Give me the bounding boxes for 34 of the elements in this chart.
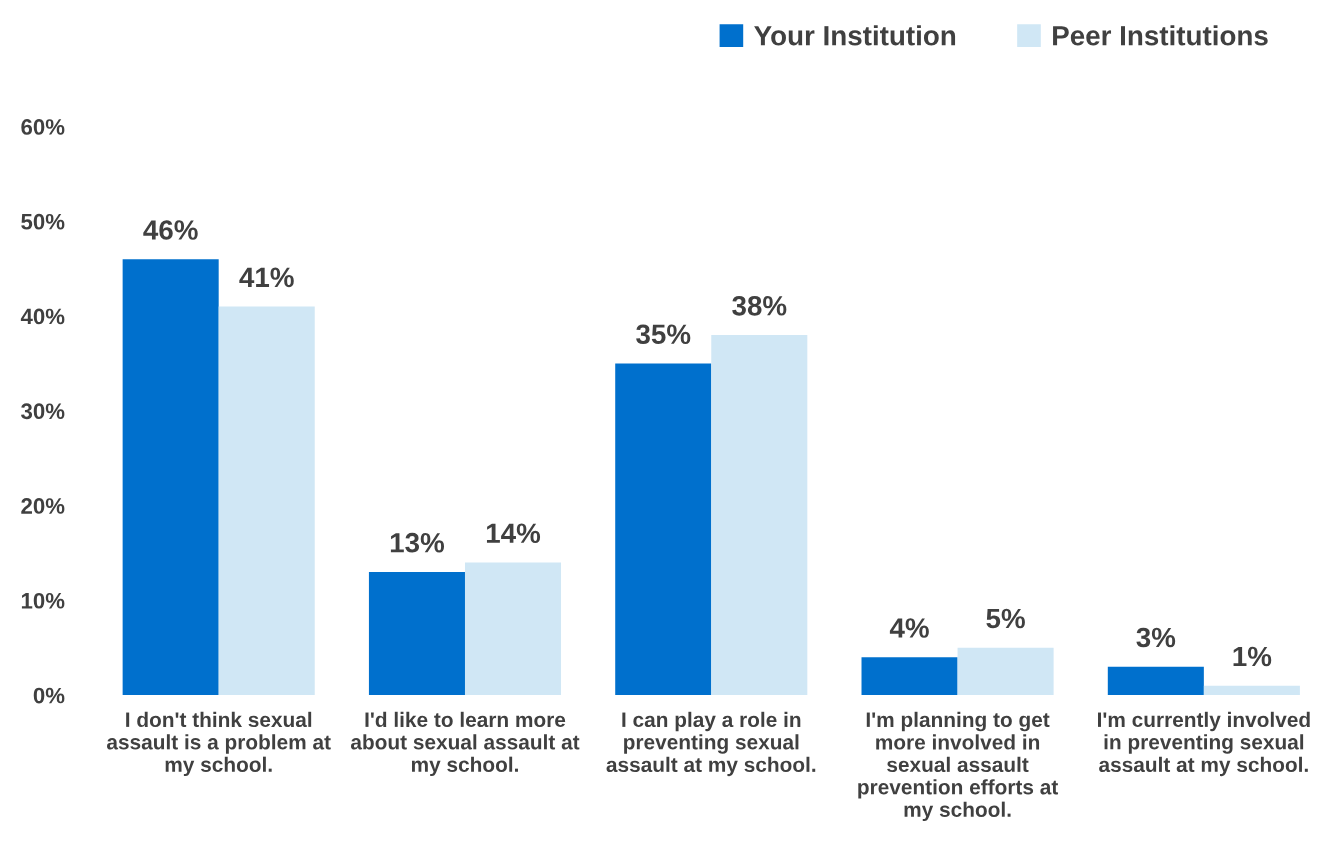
y-tick-label: 10%: [21, 592, 65, 609]
x-tick-label: I can play a role in preventing sexual assault at my school.: [606, 711, 816, 777]
data-label: 13%: [390, 532, 445, 553]
data-label: 35%: [636, 324, 691, 345]
data-label: 3%: [1136, 627, 1176, 648]
legend-label: Your Institution: [754, 25, 956, 46]
x-tick-label: I'm currently involved in preventing sexual assault at my school.: [1098, 711, 1310, 777]
y-tick-label: 50%: [21, 213, 65, 230]
x-tick-label: I don't think sexual assault is a problem at my school.: [107, 711, 331, 777]
y-tick-label: 30%: [21, 403, 65, 420]
bar: [464, 562, 562, 696]
data-label: 41%: [239, 267, 294, 288]
x-tick-label: I'd like to learn more about sexual assault at my school.: [350, 711, 580, 777]
y-tick-label: 20%: [21, 498, 65, 514]
bar: [615, 363, 712, 696]
bar: [1107, 666, 1204, 696]
y-tick-label: 0%: [33, 687, 65, 704]
data-label: 14%: [486, 523, 541, 544]
bar: [122, 259, 219, 696]
data-label: 46%: [143, 220, 198, 240]
bar: [861, 657, 958, 696]
data-label: 4%: [889, 618, 929, 638]
x-tick-label: I'm planning to get more involved in sexual assault prevention efforts at my school.: [858, 711, 1059, 822]
bar: [957, 647, 1054, 696]
bar: [368, 571, 465, 696]
y-tick-label: 40%: [20, 308, 65, 325]
data-label: 1%: [1233, 646, 1272, 667]
bar: [218, 306, 315, 696]
legend-label: Peer Institutions: [1053, 25, 1268, 46]
data-label: 5%: [986, 608, 1025, 629]
y-tick-label: 60%: [21, 119, 65, 135]
data-label: 38%: [732, 295, 787, 316]
bar: [1203, 685, 1300, 696]
bar: [711, 335, 808, 696]
